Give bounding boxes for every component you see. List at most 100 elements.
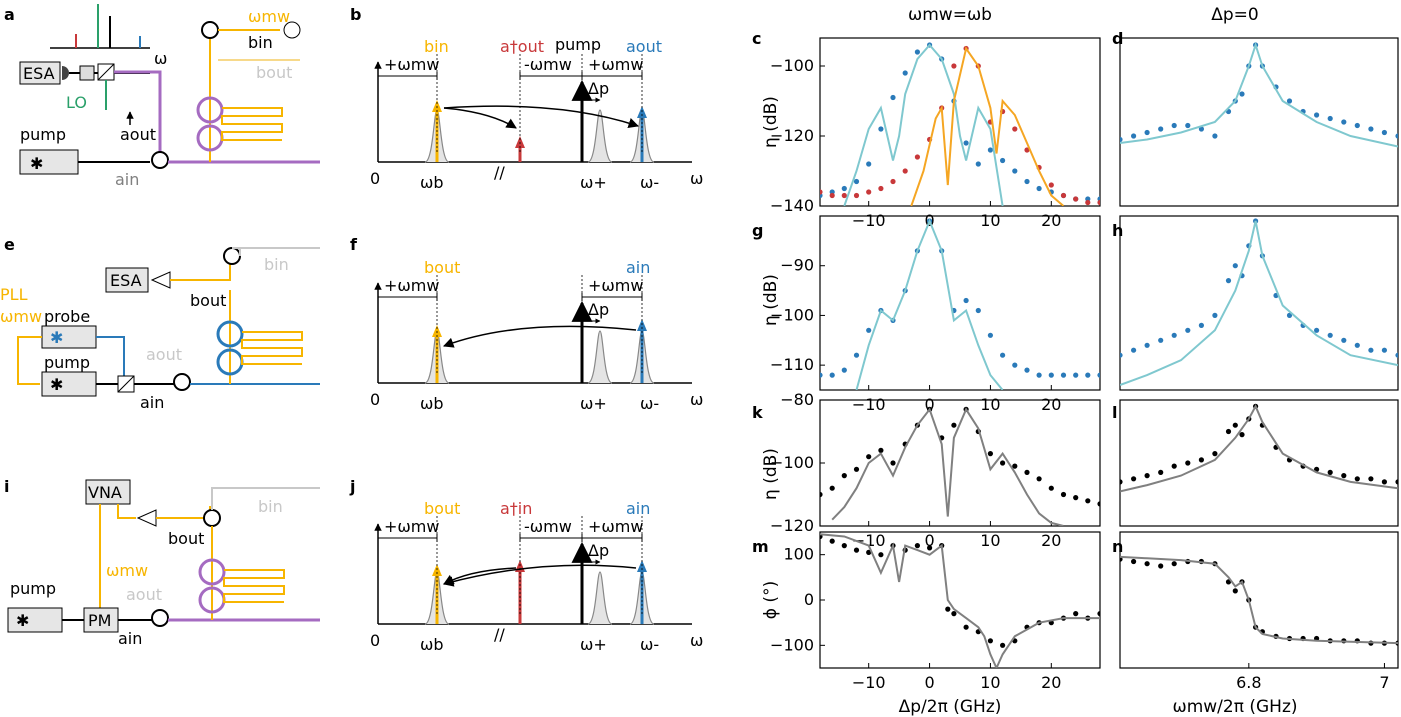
- ring-i1: [198, 558, 226, 586]
- data-point: [1232, 422, 1238, 428]
- panel-letter-b: b: [350, 5, 361, 24]
- data-point: [914, 49, 921, 55]
- data-point: [1012, 463, 1018, 469]
- charts: −140−120−100−1001020−110−100−90−1001020−…: [770, 37, 1399, 692]
- data-point: [1120, 479, 1123, 485]
- resonance-1: [587, 109, 613, 163]
- chart-h: [1119, 215, 1399, 391]
- data-point: [975, 307, 981, 314]
- esa-label-a: ESA: [23, 64, 55, 83]
- data-point: [1368, 347, 1374, 353]
- span-mw-right-label: +ωmw: [588, 55, 643, 74]
- amp-icon-i: [136, 509, 157, 527]
- data-point: [1097, 611, 1100, 617]
- omega-mw-label-e: ωmw: [0, 307, 42, 326]
- spectrum-f: +ωmw +ωmw Δp 0 ωb ω+ ω-ω bout ain: [370, 258, 703, 413]
- xlabel-left: Δp/2π (GHz): [899, 697, 1002, 717]
- panel-letter-j: j: [349, 477, 355, 496]
- data-point: [1212, 451, 1218, 457]
- ring-e1: [216, 320, 244, 348]
- bs-e-diag: [117, 375, 135, 393]
- pump-label-i: pump: [10, 579, 56, 598]
- tone-label-2: ain: [626, 499, 650, 518]
- xtick-label: 0: [924, 673, 934, 692]
- ain-label-a: ain: [115, 170, 139, 189]
- circulator-e1: [173, 373, 191, 391]
- laser-icon-e: ✱: [50, 375, 63, 394]
- panel-letter-l: l: [1112, 403, 1117, 422]
- plot-area: [1120, 218, 1398, 386]
- fit-line-1: [1120, 220, 1398, 386]
- xtick-label: 0: [924, 395, 934, 414]
- ytick-label: −90: [780, 256, 814, 275]
- plot-frame: [1119, 399, 1399, 527]
- xtick-label: −10: [852, 211, 886, 230]
- data-point: [1085, 372, 1091, 378]
- aout-label-i: aout: [126, 585, 162, 604]
- data-point: [1024, 178, 1030, 185]
- data-point: [853, 178, 860, 185]
- data-point: [987, 147, 994, 153]
- resonance-1: [587, 330, 613, 384]
- data-point: [890, 94, 896, 101]
- xtick-label: 10: [980, 211, 1000, 230]
- plot-area: [1120, 41, 1398, 148]
- data-point: [1085, 199, 1091, 206]
- data-point: [1232, 588, 1238, 594]
- plot-area: [820, 533, 1100, 668]
- data-point: [1000, 460, 1006, 466]
- plot-frame: [819, 399, 1101, 527]
- data-point: [878, 447, 884, 453]
- data-point: [1185, 327, 1191, 333]
- data-point: [1000, 642, 1006, 648]
- omega-axis-label: ω: [690, 169, 703, 188]
- vna-label: VNA: [88, 483, 122, 502]
- zero-label: 0: [370, 631, 380, 650]
- data-point: [963, 624, 969, 630]
- data-point: [1239, 432, 1245, 438]
- data-point: [1097, 199, 1100, 206]
- data-point: [1158, 337, 1164, 343]
- data-point: [890, 460, 896, 466]
- conversion-arrow-0: [443, 107, 517, 129]
- ain-label-i: ain: [118, 629, 142, 648]
- pll-loop: [17, 336, 42, 385]
- data-point: [820, 189, 823, 195]
- tone-label-0: bout: [424, 499, 460, 518]
- span-mw-left-label: +ωmw: [384, 517, 439, 536]
- column-title-right: Δp=0: [1211, 5, 1258, 25]
- data-point: [829, 485, 835, 491]
- data-point: [1171, 463, 1177, 469]
- data-point: [878, 185, 884, 192]
- data-point: [1341, 119, 1347, 125]
- omega-axis-label: ω: [690, 631, 703, 650]
- data-point: [1036, 372, 1042, 378]
- data-point: [866, 454, 872, 460]
- data-point: [1073, 196, 1079, 202]
- zero-label: 0: [370, 169, 380, 188]
- ylabel-k: η (dB): [761, 448, 781, 500]
- vna-out: [117, 504, 136, 519]
- plot-area: [820, 218, 1100, 390]
- circulator-a2: [201, 21, 219, 39]
- detector-icon: [62, 66, 69, 80]
- esa-box-a: [19, 61, 61, 85]
- data-point: [1185, 122, 1191, 129]
- data-point: [1131, 347, 1137, 353]
- xtick-label: 20: [1041, 531, 1061, 550]
- schematic-a: ω ESA LO aout ✱ pump ain ωmw bin bout: [19, 4, 320, 189]
- panel-letter-h: h: [1112, 221, 1123, 240]
- plot-area: [1120, 403, 1398, 493]
- xtick-label: 20: [1041, 395, 1061, 414]
- data-point: [1225, 428, 1232, 435]
- data-point: [1327, 469, 1333, 475]
- aout-label-a: aout: [120, 125, 156, 144]
- data-point: [1048, 182, 1054, 188]
- data-point: [866, 189, 872, 195]
- ytick-label: −100: [770, 635, 814, 654]
- fit-line-1: [820, 533, 1100, 668]
- data-point: [1060, 192, 1067, 199]
- electrode-e: [241, 331, 303, 365]
